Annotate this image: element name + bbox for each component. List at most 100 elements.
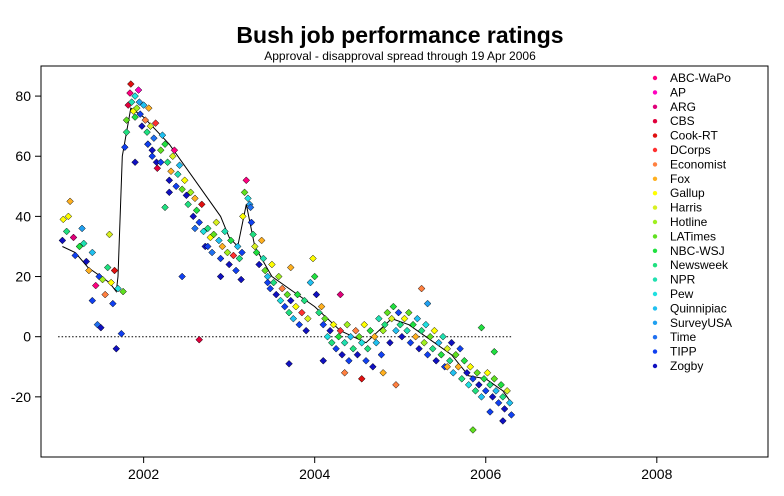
data-point	[497, 381, 505, 389]
data-point	[182, 191, 191, 200]
data-point	[110, 266, 119, 275]
data-point	[135, 98, 144, 106]
data-point	[242, 176, 251, 185]
data-point	[186, 188, 195, 197]
y-tick-label: 20	[15, 269, 31, 285]
data-point	[443, 344, 452, 353]
data-point	[392, 326, 400, 335]
legend-marker	[652, 205, 658, 210]
data-point	[105, 230, 114, 239]
data-point	[212, 218, 221, 227]
data-point	[148, 146, 156, 154]
data-point	[443, 363, 452, 371]
data-point	[156, 158, 165, 166]
legend-label: Pew	[670, 287, 694, 301]
data-point	[394, 308, 403, 317]
legend-marker	[652, 263, 658, 268]
data-point	[430, 326, 439, 335]
data-point	[189, 212, 197, 221]
data-point	[500, 405, 509, 413]
data-point	[263, 278, 272, 287]
data-point	[216, 272, 225, 281]
data-point	[119, 287, 127, 296]
data-point	[379, 326, 387, 335]
data-point	[88, 248, 97, 257]
legend-marker	[652, 234, 658, 239]
data-point	[285, 360, 293, 368]
data-point	[107, 278, 115, 287]
data-point	[180, 176, 189, 185]
data-point	[233, 242, 242, 251]
legend-label: NPR	[670, 273, 696, 287]
data-point	[406, 338, 415, 347]
legend-label: Economist	[670, 157, 727, 171]
legend-marker	[652, 277, 658, 282]
data-point	[235, 254, 244, 263]
data-point	[499, 417, 507, 425]
data-point	[148, 152, 156, 160]
data-point	[340, 369, 349, 377]
legend-label: Harris	[670, 201, 702, 215]
data-point	[126, 89, 134, 97]
plot-frame	[40, 65, 769, 458]
y-tick-label: 80	[15, 88, 31, 104]
data-point	[405, 308, 413, 317]
data-point	[127, 80, 135, 88]
data-point	[345, 357, 353, 365]
data-point	[249, 230, 257, 239]
data-point	[471, 387, 480, 395]
data-point	[218, 242, 227, 251]
data-point	[351, 326, 360, 335]
data-point	[420, 338, 428, 347]
data-point	[396, 320, 404, 329]
data-point	[82, 257, 91, 266]
data-point	[216, 254, 225, 263]
legend-marker	[652, 191, 658, 196]
data-point	[163, 158, 172, 166]
data-point	[379, 369, 387, 377]
legend-marker	[652, 248, 658, 253]
data-point	[278, 284, 286, 293]
legend-label: TIPP	[670, 345, 697, 359]
data-point	[165, 188, 174, 197]
data-point	[295, 320, 304, 329]
trend-path	[62, 107, 512, 404]
data-point	[101, 290, 109, 299]
data-point	[300, 296, 309, 305]
data-point	[237, 275, 245, 284]
data-point	[66, 197, 74, 206]
data-point	[198, 200, 206, 209]
data-point	[298, 308, 306, 317]
data-point	[165, 176, 174, 185]
data-point	[98, 275, 107, 284]
legend-marker	[652, 147, 658, 153]
data-point	[239, 212, 247, 221]
data-point	[372, 338, 381, 347]
data-point	[332, 344, 340, 353]
data-point	[122, 128, 131, 136]
trend-line	[62, 107, 512, 404]
data-point	[460, 357, 469, 365]
data-point	[494, 399, 503, 407]
data-point	[413, 314, 422, 323]
data-point	[210, 230, 218, 239]
data-point	[150, 134, 158, 142]
data-point	[229, 251, 238, 260]
data-point	[204, 224, 212, 233]
data-point	[383, 308, 392, 317]
legend-label: Zogby	[670, 359, 703, 373]
y-tick-label: 40	[15, 208, 31, 224]
data-point	[131, 113, 139, 121]
legend-label: DCorps	[670, 143, 711, 157]
data-point	[195, 335, 203, 344]
data-point	[293, 290, 302, 299]
data-point	[122, 116, 131, 124]
x-tick-label: 2008	[641, 466, 672, 482]
legend-label: Hotline	[670, 215, 708, 229]
data-point	[306, 278, 315, 287]
data-point	[268, 260, 276, 269]
data-point	[464, 381, 473, 389]
data-point	[174, 170, 182, 179]
data-point	[121, 143, 129, 151]
data-point	[326, 326, 334, 335]
